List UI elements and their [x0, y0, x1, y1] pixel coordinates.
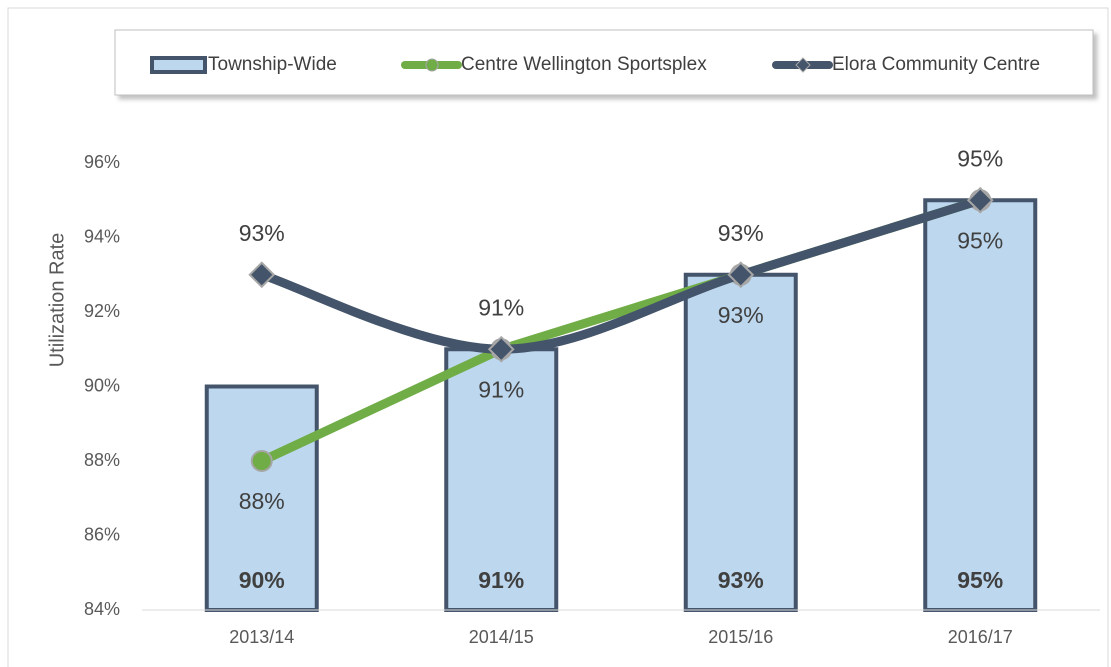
data-label: 88%	[239, 488, 285, 514]
y-tick-label: 84%	[84, 599, 120, 619]
y-tick-label: 96%	[84, 152, 120, 172]
data-label: 93%	[239, 220, 285, 246]
x-tick-label: 2014/15	[469, 627, 534, 647]
chart-border	[7, 7, 1109, 667]
y-axis-label: Utilization Rate	[46, 233, 68, 368]
x-tick-label: 2013/14	[229, 627, 294, 647]
data-label: 91%	[478, 376, 524, 402]
legend-label: Elora Community Centre	[832, 54, 1040, 75]
bar-label: 93%	[718, 567, 764, 593]
line-marker	[250, 450, 273, 472]
data-label: 93%	[718, 220, 764, 246]
line-marker	[487, 335, 515, 363]
y-tick-label: 94%	[84, 226, 120, 246]
legend-label: Centre Wellington Sportsplex	[461, 54, 707, 75]
y-tick-label: 88%	[84, 450, 120, 470]
line-marker	[727, 261, 755, 289]
y-tick-label: 86%	[84, 524, 120, 544]
data-label: 93%	[718, 302, 764, 328]
line-marker	[248, 261, 276, 289]
y-tick-label: 92%	[84, 301, 120, 321]
data-label: 95%	[957, 227, 1003, 253]
bar-label: 90%	[239, 567, 285, 593]
data-label: 91%	[478, 294, 524, 320]
line	[257, 195, 985, 466]
bar	[204, 384, 319, 612]
x-tick-label: 2016/17	[948, 627, 1013, 647]
legend-label: Township-Wide	[208, 54, 337, 75]
y-tick-label: 90%	[84, 375, 120, 395]
line-marker	[966, 186, 994, 214]
line	[257, 195, 985, 354]
bar-label: 91%	[478, 567, 524, 593]
data-label: 95%	[957, 145, 1003, 171]
legend-swatch	[150, 56, 207, 74]
bar-label: 95%	[957, 567, 1003, 593]
legend-marker	[425, 58, 439, 72]
legend-box	[114, 29, 1094, 96]
legend-marker	[795, 57, 811, 73]
bar	[923, 198, 1038, 612]
x-tick-label: 2015/16	[708, 627, 773, 647]
